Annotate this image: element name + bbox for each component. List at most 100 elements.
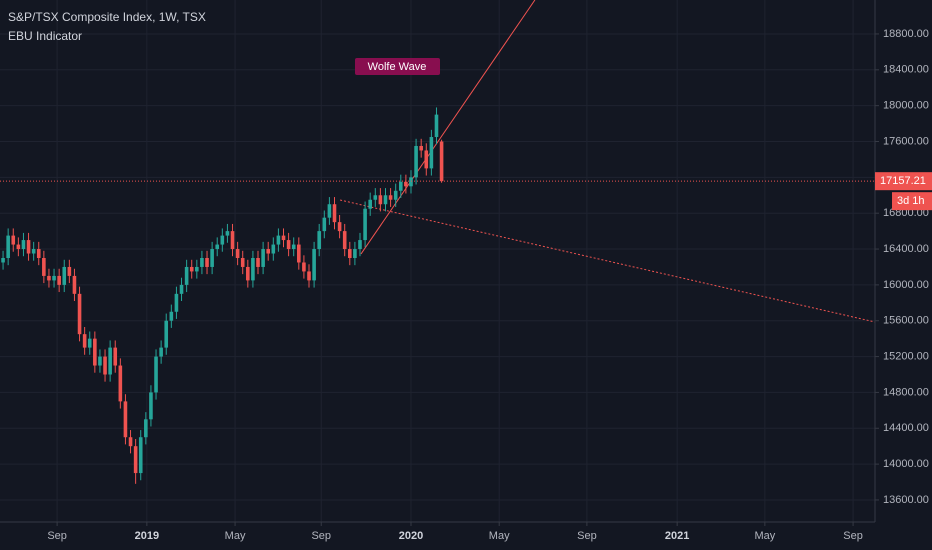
candle-body — [312, 249, 316, 281]
candle-body — [368, 199, 372, 209]
candle-body — [353, 249, 357, 258]
candle-body — [159, 347, 163, 357]
candle-body — [210, 249, 214, 267]
candle-body — [200, 257, 204, 267]
indicator-name: EBU Indicator — [8, 29, 82, 43]
candle-body — [62, 266, 67, 285]
candle-body — [205, 257, 209, 267]
candle-body — [6, 235, 10, 258]
candle-body — [332, 204, 337, 223]
candle-body — [195, 266, 199, 272]
candle-body — [67, 266, 72, 276]
candle-body — [307, 271, 311, 281]
candle-body — [57, 275, 61, 285]
candle-body — [149, 392, 153, 420]
candle-body — [77, 293, 82, 335]
candle-body — [419, 145, 423, 151]
candle-body — [240, 257, 245, 267]
x-tick-label: May — [754, 530, 775, 542]
candle-body — [388, 195, 393, 200]
candle-body — [1, 257, 5, 263]
x-tick-label: Sep — [47, 530, 67, 542]
candle-body — [439, 141, 444, 182]
y-tick-label: 18000.00 — [883, 100, 929, 112]
y-tick-label: 14800.00 — [883, 386, 929, 398]
y-tick-label: 18800.00 — [883, 28, 929, 40]
countdown-box — [892, 192, 932, 211]
candle-body — [434, 114, 439, 138]
x-tick-label: Sep — [843, 530, 863, 542]
candle-body — [393, 190, 398, 200]
candle-body — [414, 145, 418, 178]
y-tick-label: 15600.00 — [883, 315, 929, 327]
drawings — [339, 0, 875, 323]
candle-body — [251, 257, 255, 281]
y-tick-label: 17600.00 — [883, 135, 929, 147]
chart-title: S&P/TSX Composite Index, 1W, TSX — [8, 10, 206, 24]
y-tick-label: 16000.00 — [883, 279, 929, 291]
candle-body — [113, 347, 118, 366]
candle-body — [409, 177, 413, 187]
candle-body — [154, 356, 158, 393]
candle-body — [281, 235, 286, 241]
x-tick-label: Sep — [311, 530, 331, 542]
last-price-label: 17157.21 — [880, 175, 926, 187]
candle-body — [327, 204, 332, 218]
candle-body — [342, 231, 347, 250]
candle-body — [144, 419, 148, 438]
candle-body — [337, 222, 342, 232]
candle-body — [429, 137, 434, 169]
candle-body — [291, 244, 296, 250]
candle-body — [93, 338, 97, 366]
candle-body — [230, 231, 235, 250]
x-tick-label: 2021 — [665, 530, 689, 542]
candle-body — [189, 266, 194, 272]
x-tick-label: May — [225, 530, 246, 542]
candle-body — [179, 284, 184, 294]
candle-body — [98, 356, 102, 366]
candle-body — [169, 311, 174, 321]
candle-body — [36, 249, 41, 258]
x-tick-label: 2020 — [399, 530, 423, 542]
candle-body — [256, 257, 260, 267]
candle-body — [235, 249, 240, 258]
candle-body — [383, 195, 388, 205]
candle-body — [373, 195, 378, 200]
x-tick-label: May — [489, 530, 510, 542]
candle-body — [52, 275, 56, 281]
candle-body — [398, 181, 403, 191]
y-tick-label: 18400.00 — [883, 64, 929, 76]
candle-body — [297, 244, 301, 263]
y-tick-label: 15200.00 — [883, 350, 929, 362]
countdown-label: 3d 1h — [897, 195, 925, 207]
candle-body — [347, 249, 352, 258]
candle-body — [72, 275, 77, 294]
candle-body — [21, 240, 26, 250]
candle-body — [174, 293, 179, 312]
x-tick-label: 2019 — [135, 530, 159, 542]
candle-body — [215, 244, 220, 250]
candle-body — [108, 347, 112, 375]
candle-body — [266, 249, 271, 254]
candle-body — [26, 240, 31, 254]
candle-body — [42, 257, 46, 276]
candles — [1, 107, 444, 484]
candle-body — [358, 240, 362, 250]
candle-body — [317, 231, 322, 250]
candle-body — [103, 356, 107, 375]
candle-body — [261, 249, 265, 267]
candle-body — [404, 181, 408, 187]
candle-body — [184, 266, 189, 285]
candle-body — [225, 231, 230, 236]
candle-body — [11, 235, 16, 245]
y-tick-label: 16400.00 — [883, 243, 929, 255]
last-price-box — [875, 172, 932, 191]
trend-line — [339, 199, 875, 323]
candle-body — [286, 240, 291, 250]
candle-body — [276, 235, 281, 245]
candle-body — [271, 244, 276, 254]
candle-body — [82, 334, 87, 348]
candle-body — [322, 217, 327, 232]
x-tick-label: Sep — [577, 530, 597, 542]
candle-body — [31, 249, 36, 254]
